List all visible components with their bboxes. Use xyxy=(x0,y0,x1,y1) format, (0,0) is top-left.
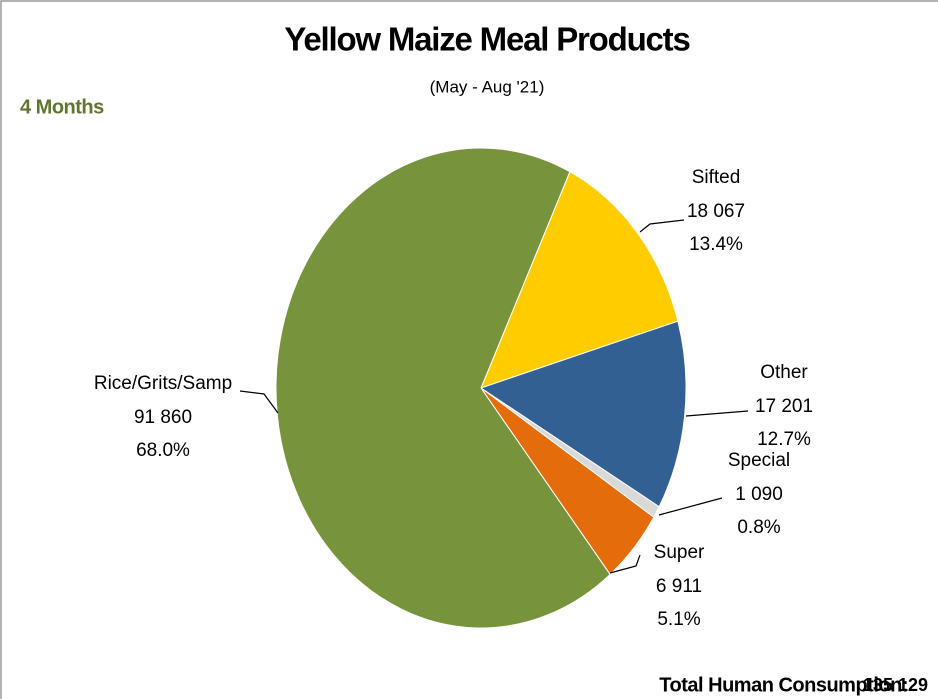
chart-title: Yellow Maize Meal Products xyxy=(284,21,689,58)
slice-percent-label: 12.7% xyxy=(757,429,811,450)
slice-value-label: 91 860 xyxy=(134,407,192,428)
chart-subtitle: (May - Aug '21) xyxy=(430,77,545,96)
total-title: Total Human Consumption: xyxy=(659,674,908,696)
total-value: 135 129 xyxy=(863,675,928,695)
slice-percent-label: 13.4% xyxy=(689,234,743,255)
slice-percent-label: 68.0% xyxy=(136,440,190,461)
leader-line xyxy=(658,497,723,516)
leader-line xyxy=(685,410,749,417)
leader-line xyxy=(639,219,685,233)
slice-label: Sifted xyxy=(692,167,741,188)
leader-line xyxy=(609,554,641,574)
annotation: 4 Months xyxy=(20,96,104,118)
pie-slice xyxy=(479,320,687,508)
slice-value-label: 18 067 xyxy=(687,201,745,222)
slice-value-label: 6 911 xyxy=(656,576,702,597)
slice-value-label: 1 090 xyxy=(735,484,783,505)
slice-label: Rice/Grits/Samp xyxy=(94,373,232,394)
leader-line xyxy=(239,390,279,414)
pie-slice xyxy=(275,147,611,629)
slice-label: Super xyxy=(654,542,705,563)
slice-percent-label: 0.8% xyxy=(737,517,780,538)
slice-label: Special xyxy=(728,450,790,471)
slice-label: Other xyxy=(760,362,808,383)
slice-percent-label: 5.1% xyxy=(657,609,700,630)
slice-value-label: 17 201 xyxy=(755,396,813,417)
pie-slice xyxy=(480,171,679,389)
